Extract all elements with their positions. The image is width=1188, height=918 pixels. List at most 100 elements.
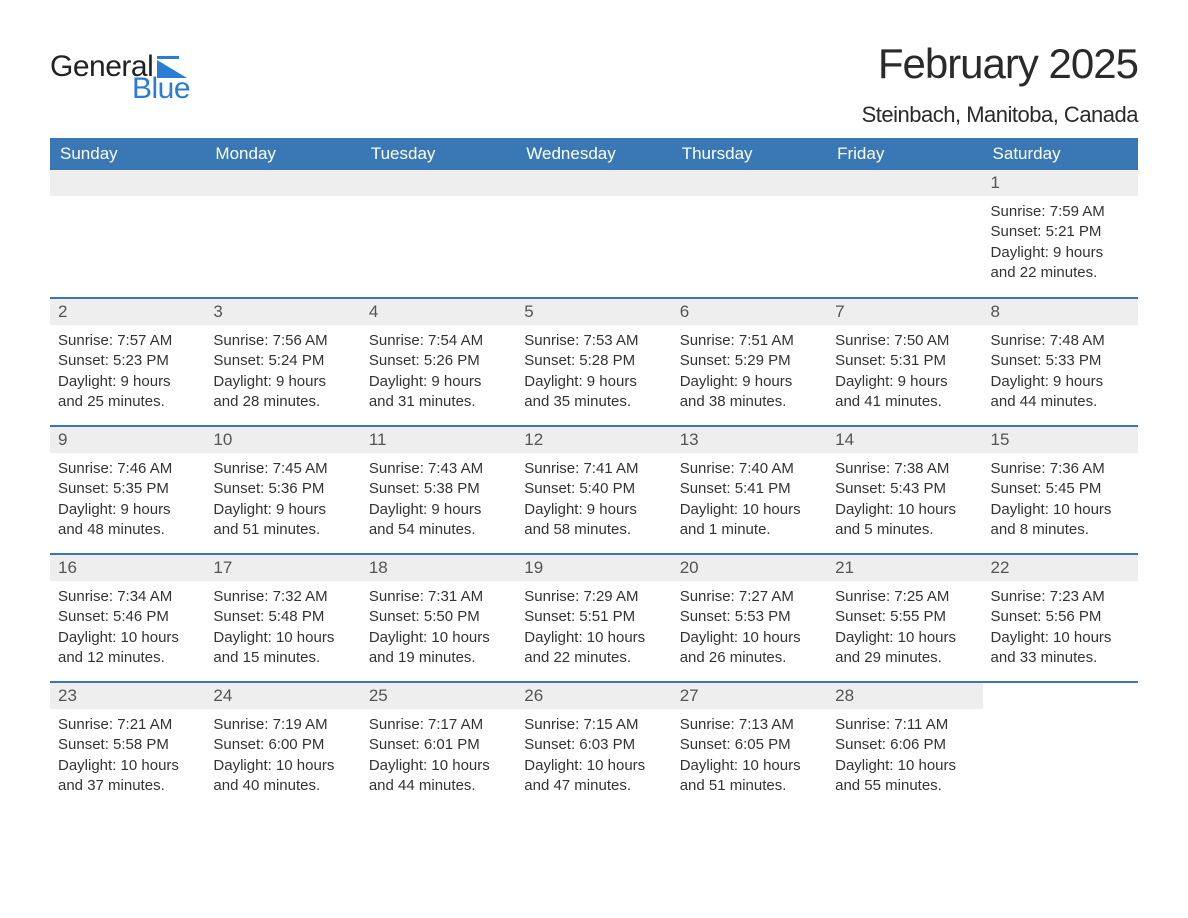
day-details: Sunrise: 7:51 AMSunset: 5:29 PMDaylight:… — [672, 325, 827, 422]
calendar-cell: 26Sunrise: 7:15 AMSunset: 6:03 PMDayligh… — [516, 682, 671, 810]
calendar-cell — [205, 170, 360, 298]
day-number: 21 — [827, 555, 982, 581]
sunrise-text: Sunrise: 7:40 AM — [680, 459, 819, 479]
daylight-text: Daylight: 10 hours and 51 minutes. — [680, 756, 819, 797]
empty-daynum-bar — [827, 170, 982, 196]
daylight-text: Daylight: 10 hours and 1 minute. — [680, 500, 819, 541]
daylight-text: Daylight: 9 hours and 44 minutes. — [991, 372, 1130, 413]
calendar-cell: 14Sunrise: 7:38 AMSunset: 5:43 PMDayligh… — [827, 426, 982, 554]
sunset-text: Sunset: 5:29 PM — [680, 351, 819, 371]
day-number: 12 — [516, 427, 671, 453]
sunrise-text: Sunrise: 7:19 AM — [213, 715, 352, 735]
day-details: Sunrise: 7:43 AMSunset: 5:38 PMDaylight:… — [361, 453, 516, 550]
sunrise-text: Sunrise: 7:50 AM — [835, 331, 974, 351]
calendar-cell: 25Sunrise: 7:17 AMSunset: 6:01 PMDayligh… — [361, 682, 516, 810]
sunrise-text: Sunrise: 7:51 AM — [680, 331, 819, 351]
day-number: 5 — [516, 299, 671, 325]
sunset-text: Sunset: 5:51 PM — [524, 607, 663, 627]
daylight-text: Daylight: 10 hours and 44 minutes. — [369, 756, 508, 797]
day-number: 14 — [827, 427, 982, 453]
sunrise-text: Sunrise: 7:48 AM — [991, 331, 1130, 351]
sunrise-text: Sunrise: 7:13 AM — [680, 715, 819, 735]
sunrise-text: Sunrise: 7:25 AM — [835, 587, 974, 607]
day-number: 11 — [361, 427, 516, 453]
calendar-cell: 24 Sunrise: 7:19 AMSunset: 6:00 PMDayligh… — [205, 682, 360, 810]
calendar-cell: 7Sunrise: 7:50 AMSunset: 5:31 PMDaylight… — [827, 298, 982, 426]
sunrise-text: Sunrise: 7:53 AM — [524, 331, 663, 351]
empty-daynum-bar — [205, 170, 360, 196]
calendar-cell: 1 Sunrise: 7:59 AMSunset: 5:21 PMDaylight… — [983, 170, 1138, 298]
empty-daynum-bar — [516, 170, 671, 196]
sunset-text: Sunset: 6:00 PM — [213, 735, 352, 755]
calendar-cell: 4Sunrise: 7:54 AMSunset: 5:26 PMDaylight… — [361, 298, 516, 426]
sunrise-text: Sunrise: 7:57 AM — [58, 331, 197, 351]
daylight-text: Daylight: 9 hours and 58 minutes. — [524, 500, 663, 541]
sunset-text: Sunset: 6:01 PM — [369, 735, 508, 755]
day-details: Sunrise: 7:31 AMSunset: 5:50 PMDaylight:… — [361, 581, 516, 678]
sunset-text: Sunset: 5:21 PM — [991, 222, 1130, 242]
day-details: Sunrise: 7:40 AMSunset: 5:41 PMDaylight:… — [672, 453, 827, 550]
logo-text-blue: Blue — [132, 72, 190, 106]
sunrise-text: Sunrise: 7:54 AM — [369, 331, 508, 351]
day-number: 19 — [516, 555, 671, 581]
daylight-text: Daylight: 10 hours and 55 minutes. — [835, 756, 974, 797]
day-details: Sunrise: 7:23 AMSunset: 5:56 PMDaylight:… — [983, 581, 1138, 678]
calendar-cell: 9Sunrise: 7:46 AMSunset: 5:35 PMDaylight… — [50, 426, 205, 554]
calendar-cell: 23Sunrise: 7:21 AMSunset: 5:58 PMDayligh… — [50, 682, 205, 810]
daylight-text: Daylight: 9 hours and 48 minutes. — [58, 500, 197, 541]
day-number: 24 — [205, 683, 360, 709]
calendar-cell — [827, 170, 982, 298]
sunset-text: Sunset: 5:43 PM — [835, 479, 974, 499]
sunrise-text: Sunrise: 7:46 AM — [58, 459, 197, 479]
day-number: 13 — [672, 427, 827, 453]
day-details: Sunrise: 7:41 AMSunset: 5:40 PMDaylight:… — [516, 453, 671, 550]
day-details: Sunrise: 7:36 AMSunset: 5:45 PMDaylight:… — [983, 453, 1138, 550]
daylight-text: Daylight: 9 hours and 25 minutes. — [58, 372, 197, 413]
calendar-cell: 17Sunrise: 7:32 AMSunset: 5:48 PMDayligh… — [205, 554, 360, 682]
sunrise-text: Sunrise: 7:29 AM — [524, 587, 663, 607]
day-details: Sunrise: 7:13 AMSunset: 6:05 PMDaylight:… — [672, 709, 827, 806]
weekday-header: Tuesday — [361, 138, 516, 170]
sunrise-text: Sunrise: 7:36 AM — [991, 459, 1130, 479]
calendar-cell: 22Sunrise: 7:23 AMSunset: 5:56 PMDayligh… — [983, 554, 1138, 682]
calendar-cell: 5Sunrise: 7:53 AMSunset: 5:28 PMDaylight… — [516, 298, 671, 426]
day-details: Sunrise: 7:38 AMSunset: 5:43 PMDaylight:… — [827, 453, 982, 550]
sunset-text: Sunset: 5:35 PM — [58, 479, 197, 499]
sunset-text: Sunset: 5:28 PM — [524, 351, 663, 371]
day-number: 7 — [827, 299, 982, 325]
day-details: Sunrise: 7:11 AMSunset: 6:06 PMDaylight:… — [827, 709, 982, 806]
location-text: Steinbach, Manitoba, Canada — [862, 102, 1138, 128]
sunrise-text: Sunrise: 7:59 AM — [991, 202, 1130, 222]
day-number: 27 — [672, 683, 827, 709]
calendar-row: 16Sunrise: 7:34 AMSunset: 5:46 PMDayligh… — [50, 554, 1138, 682]
sunset-text: Sunset: 5:41 PM — [680, 479, 819, 499]
day-number: 16 — [50, 555, 205, 581]
sunrise-text: Sunrise: 7:11 AM — [835, 715, 974, 735]
empty-daynum-bar — [50, 170, 205, 196]
day-number: 26 — [516, 683, 671, 709]
day-details: Sunrise: 7:57 AMSunset: 5:23 PMDaylight:… — [50, 325, 205, 422]
sunrise-text: Sunrise: 7:34 AM — [58, 587, 197, 607]
daylight-text: Daylight: 10 hours and 8 minutes. — [991, 500, 1130, 541]
sunset-text: Sunset: 5:38 PM — [369, 479, 508, 499]
daylight-text: Daylight: 10 hours and 40 minutes. — [213, 756, 352, 797]
daylight-text: Daylight: 10 hours and 12 minutes. — [58, 628, 197, 669]
daylight-text: Daylight: 9 hours and 41 minutes. — [835, 372, 974, 413]
sunset-text: Sunset: 5:24 PM — [213, 351, 352, 371]
empty-daynum-bar — [361, 170, 516, 196]
day-number: 20 — [672, 555, 827, 581]
weekday-header: Friday — [827, 138, 982, 170]
sunrise-text: Sunrise: 7:38 AM — [835, 459, 974, 479]
calendar-cell: 28Sunrise: 7:11 AMSunset: 6:06 PMDayligh… — [827, 682, 982, 810]
day-number: 23 — [50, 683, 205, 709]
sunset-text: Sunset: 5:50 PM — [369, 607, 508, 627]
daylight-text: Daylight: 10 hours and 29 minutes. — [835, 628, 974, 669]
day-details: Sunrise: 7:34 AMSunset: 5:46 PMDaylight:… — [50, 581, 205, 678]
daylight-text: Daylight: 9 hours and 22 minutes. — [991, 243, 1130, 284]
daylight-text: Daylight: 10 hours and 19 minutes. — [369, 628, 508, 669]
day-number: 6 — [672, 299, 827, 325]
day-number: 1 — [983, 170, 1138, 196]
day-details: Sunrise: 7:50 AMSunset: 5:31 PMDaylight:… — [827, 325, 982, 422]
calendar-cell — [50, 170, 205, 298]
day-number: 22 — [983, 555, 1138, 581]
